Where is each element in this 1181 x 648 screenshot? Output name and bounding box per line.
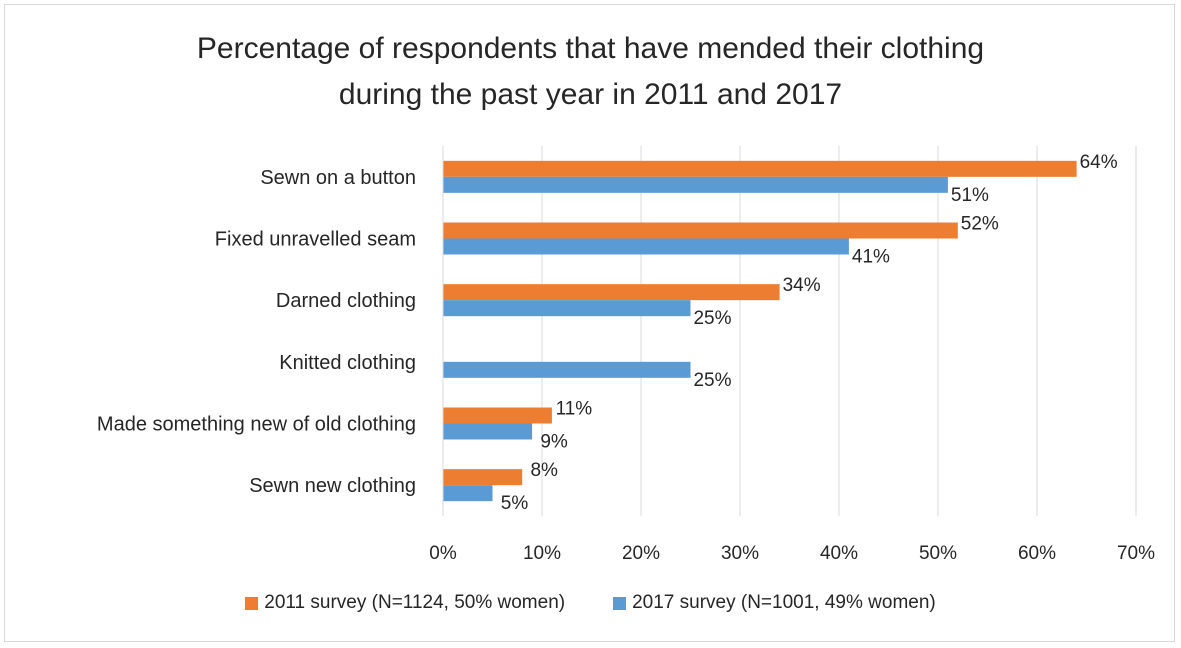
x-tick-label: 30%: [721, 543, 759, 564]
bar-2011: [443, 469, 523, 486]
x-tick-label: 60%: [1018, 543, 1056, 564]
chart-title-line-2: during the past year in 2011 and 2017: [338, 78, 843, 111]
data-label-2017: 41%: [852, 247, 890, 268]
x-tick-labels: 0% 10% 20% 30% 40% 50% 60% 70%: [429, 543, 1155, 564]
chart-frame: [4, 4, 1175, 642]
data-labels: 64% 51% 52% 41% 34% 25% 25% 11% 9% 8%5%: [501, 152, 1118, 514]
category-label: Made something new of old clothing: [97, 414, 416, 436]
x-tick-label: 50%: [919, 543, 957, 564]
data-label-2011: 8%: [530, 460, 558, 481]
category-label: Fixed unravelled seam: [215, 229, 416, 251]
bars: [443, 160, 1077, 502]
x-tick-label: 10%: [523, 543, 561, 564]
bar-2017: [443, 300, 691, 317]
bar-2017: [443, 361, 691, 378]
chart-title: Percentage of respondents that have mend…: [0, 26, 1181, 118]
legend-item-2017: 2017 survey (N=1001, 49% women): [613, 592, 936, 614]
bar-2011: [443, 407, 552, 424]
data-label-2011: 11%: [556, 399, 593, 420]
bar-2017: [443, 485, 493, 502]
bar-2011: [443, 160, 1077, 177]
x-tick-label: 70%: [1117, 543, 1155, 564]
category-labels: Sewn on a button Fixed unravelled seam Dar…: [97, 167, 416, 497]
x-tick-label: 0%: [429, 543, 457, 564]
category-label: Sewn new clothing: [249, 475, 416, 497]
legend-swatch-2017: [613, 596, 627, 610]
legend-label-2017: 2017 survey (N=1001, 49% women): [632, 592, 936, 613]
data-label-2011: 52%: [961, 214, 999, 235]
data-label-2017: 5%: [501, 493, 529, 514]
chart-title-line-1: Percentage of respondents that have mend…: [196, 32, 985, 65]
bar-2011: [443, 222, 958, 239]
x-tick-label: 20%: [622, 543, 660, 564]
bar-2011: [443, 284, 780, 301]
category-label: Knitted clothing: [279, 352, 416, 374]
category-label: Sewn on a button: [260, 167, 416, 189]
data-label-2017: 9%: [540, 432, 568, 453]
gridlines: [541, 146, 1137, 516]
bar-2017: [443, 176, 948, 193]
bar-2017: [443, 423, 533, 440]
legend: 2011 survey (N=1124, 50% women) 2017 sur…: [0, 592, 1181, 614]
data-label-2017: 25%: [693, 308, 731, 329]
x-tick-label: 40%: [820, 543, 858, 564]
data-label-2011: 34%: [783, 275, 821, 296]
legend-label-2011: 2011 survey (N=1124, 50% women): [264, 592, 566, 613]
legend-item-2011: 2011 survey (N=1124, 50% women): [245, 592, 565, 614]
data-label-2011: 64%: [1080, 152, 1118, 173]
legend-swatch-2011: [245, 596, 259, 610]
bar-2017: [443, 238, 849, 255]
category-label: Darned clothing: [276, 290, 416, 312]
data-label-2017: 25%: [693, 370, 731, 391]
data-label-2017: 51%: [951, 185, 989, 206]
